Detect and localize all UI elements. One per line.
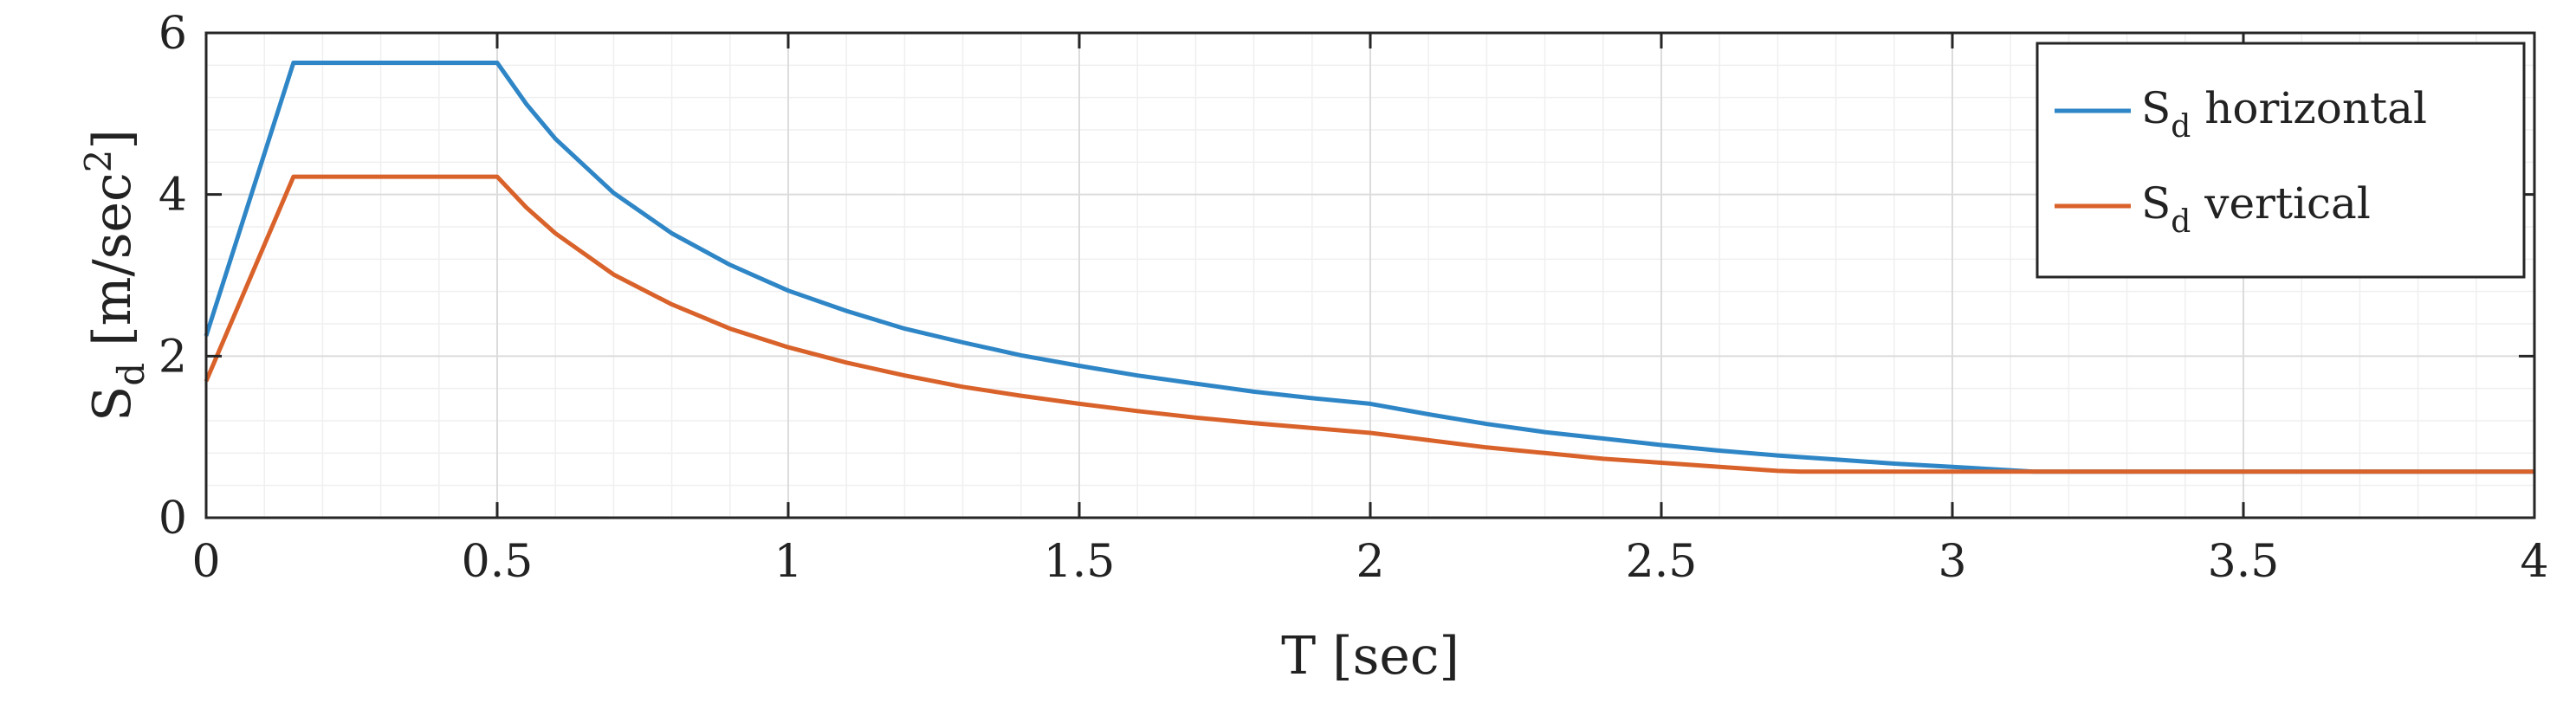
- series-line-horizontal: [204, 61, 2534, 474]
- x-tick-label: 1: [773, 536, 802, 588]
- x-axis-title: T [sec]: [1281, 626, 1460, 687]
- y-tick-label: 4: [159, 170, 187, 222]
- x-tick-label: 3: [1938, 536, 1966, 588]
- legend: Sd horizontal Sd vertical: [2036, 42, 2526, 279]
- y-tick-label: 2: [159, 331, 187, 383]
- series-lines: [204, 61, 2534, 474]
- x-tick-label: 2: [1356, 536, 1384, 588]
- x-tick-label: 0.5: [462, 536, 534, 588]
- legend-label-vertical: Sd vertical: [2141, 178, 2371, 240]
- legend-label-horizontal: Sd horizontal: [2141, 83, 2427, 145]
- legend-box: [2036, 42, 2526, 279]
- series-line-vertical: [204, 174, 2534, 474]
- y-axis-title: Sd [m/sec2]: [77, 129, 152, 422]
- axis-ticks: 0 0.5 1 1.5 2 2.5 3 3.5 4 0 2 4 6: [159, 8, 2549, 588]
- x-tick-label: 1.5: [1044, 536, 1116, 588]
- x-tick-label: 4: [2520, 536, 2548, 588]
- svg-text:Sd [m/sec2]: Sd [m/sec2]: [77, 129, 152, 422]
- x-tick-label: 3.5: [2208, 536, 2280, 588]
- x-tick-label: 0: [191, 536, 220, 588]
- y-tick-label: 6: [159, 8, 187, 60]
- x-tick-label: 2.5: [1626, 536, 1698, 588]
- y-tick-label: 0: [159, 493, 187, 545]
